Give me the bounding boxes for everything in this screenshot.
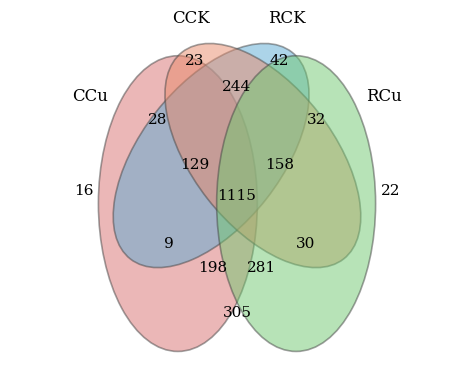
- Text: 32: 32: [307, 114, 326, 127]
- Text: 23: 23: [185, 54, 204, 68]
- Text: 281: 281: [246, 261, 275, 275]
- Text: 305: 305: [222, 306, 252, 320]
- Ellipse shape: [99, 56, 257, 352]
- Text: 42: 42: [270, 54, 289, 68]
- Text: RCu: RCu: [366, 88, 401, 105]
- Text: 16: 16: [74, 184, 93, 198]
- Ellipse shape: [217, 56, 375, 352]
- Text: CCu: CCu: [73, 88, 109, 105]
- Text: 28: 28: [148, 114, 167, 127]
- Text: 1115: 1115: [218, 189, 256, 203]
- Text: 30: 30: [296, 237, 315, 251]
- Text: 244: 244: [222, 80, 252, 94]
- Ellipse shape: [113, 44, 309, 268]
- Text: 9: 9: [164, 237, 173, 251]
- Text: 22: 22: [381, 184, 400, 198]
- Text: 129: 129: [180, 158, 209, 172]
- Ellipse shape: [165, 44, 361, 268]
- Text: 158: 158: [265, 158, 294, 172]
- Text: RCK: RCK: [268, 10, 306, 27]
- Text: 198: 198: [199, 261, 228, 275]
- Text: CCK: CCK: [172, 10, 210, 27]
